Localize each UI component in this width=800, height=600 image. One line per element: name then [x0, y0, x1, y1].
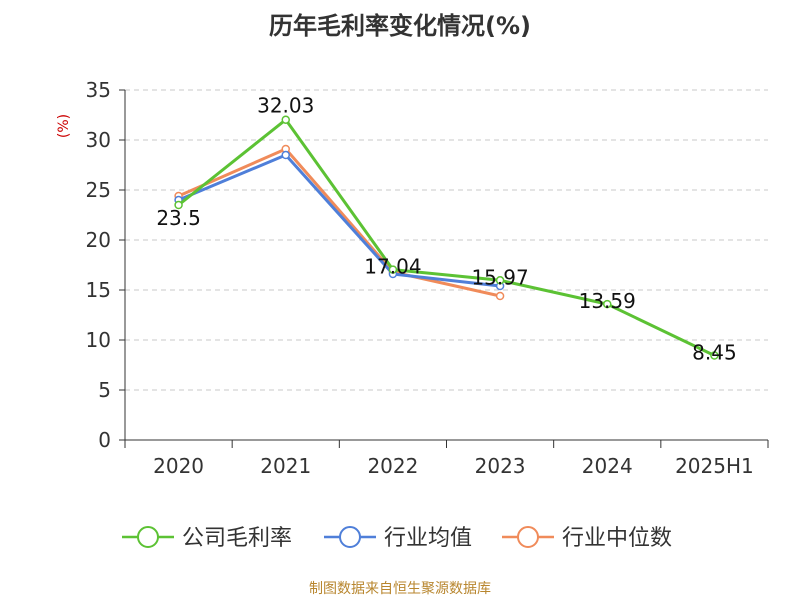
y-tick-label: 20 [86, 228, 111, 252]
x-tick-label: 2020 [153, 454, 204, 478]
x-tick-label: 2021 [260, 454, 311, 478]
data-label: 15.97 [471, 265, 528, 289]
data-point [710, 351, 719, 360]
data-label: 13.59 [579, 289, 636, 313]
series-lines [174, 115, 719, 360]
data-point [174, 200, 183, 210]
legend[interactable]: 公司毛利率 行业均值 行业中位数 [122, 526, 672, 551]
data-label: 32.03 [257, 94, 314, 118]
x-tick-label: 2022 [367, 454, 418, 478]
data-labels: 23.5 32.03 17.04 15.97 13.59 8.45 [156, 94, 736, 365]
legend-marker [517, 526, 539, 548]
data-point [281, 115, 290, 124]
y-axis-label: (%) [56, 114, 72, 138]
y-tick-label: 10 [86, 328, 111, 352]
y-tick-label: 0 [98, 428, 111, 452]
data-point [495, 291, 505, 301]
legend-label: 公司毛利率 [182, 526, 292, 551]
series-line-2 [177, 147, 501, 298]
legend-label: 行业中位数 [562, 526, 672, 551]
y-tick-label: 30 [86, 128, 111, 152]
data-label: 8.45 [692, 341, 737, 365]
grid-lines [125, 89, 768, 391]
axes [124, 90, 768, 441]
legend-label: 行业均值 [384, 526, 472, 551]
series-line-1 [178, 153, 501, 288]
x-tick-label: 2025H1 [675, 454, 754, 478]
data-point [495, 276, 505, 285]
data-point [281, 150, 290, 160]
y-tick-label: 15 [86, 278, 111, 302]
data-point [603, 299, 612, 309]
data-point [388, 265, 398, 274]
legend-marker [137, 526, 159, 548]
y-axis-ticks: 0 5 10 15 20 25 30 35 [86, 78, 125, 452]
y-tick-label: 25 [86, 178, 111, 202]
data-label: 17.04 [364, 255, 421, 279]
y-tick-label: 35 [86, 78, 111, 102]
x-tick-label: 2024 [582, 454, 633, 478]
source-footer: 制图数据来自恒生聚源数据库 [309, 581, 491, 597]
x-axis-ticks: 2020 2021 2022 2023 2024 2025H1 [124, 440, 769, 478]
y-tick-label: 5 [98, 378, 111, 402]
data-label: 23.5 [156, 206, 201, 230]
legend-marker [339, 526, 361, 548]
series-line-0 [177, 118, 716, 357]
x-tick-label: 2023 [475, 454, 526, 478]
chart-title: 历年毛利率变化情况(%) [269, 12, 531, 40]
